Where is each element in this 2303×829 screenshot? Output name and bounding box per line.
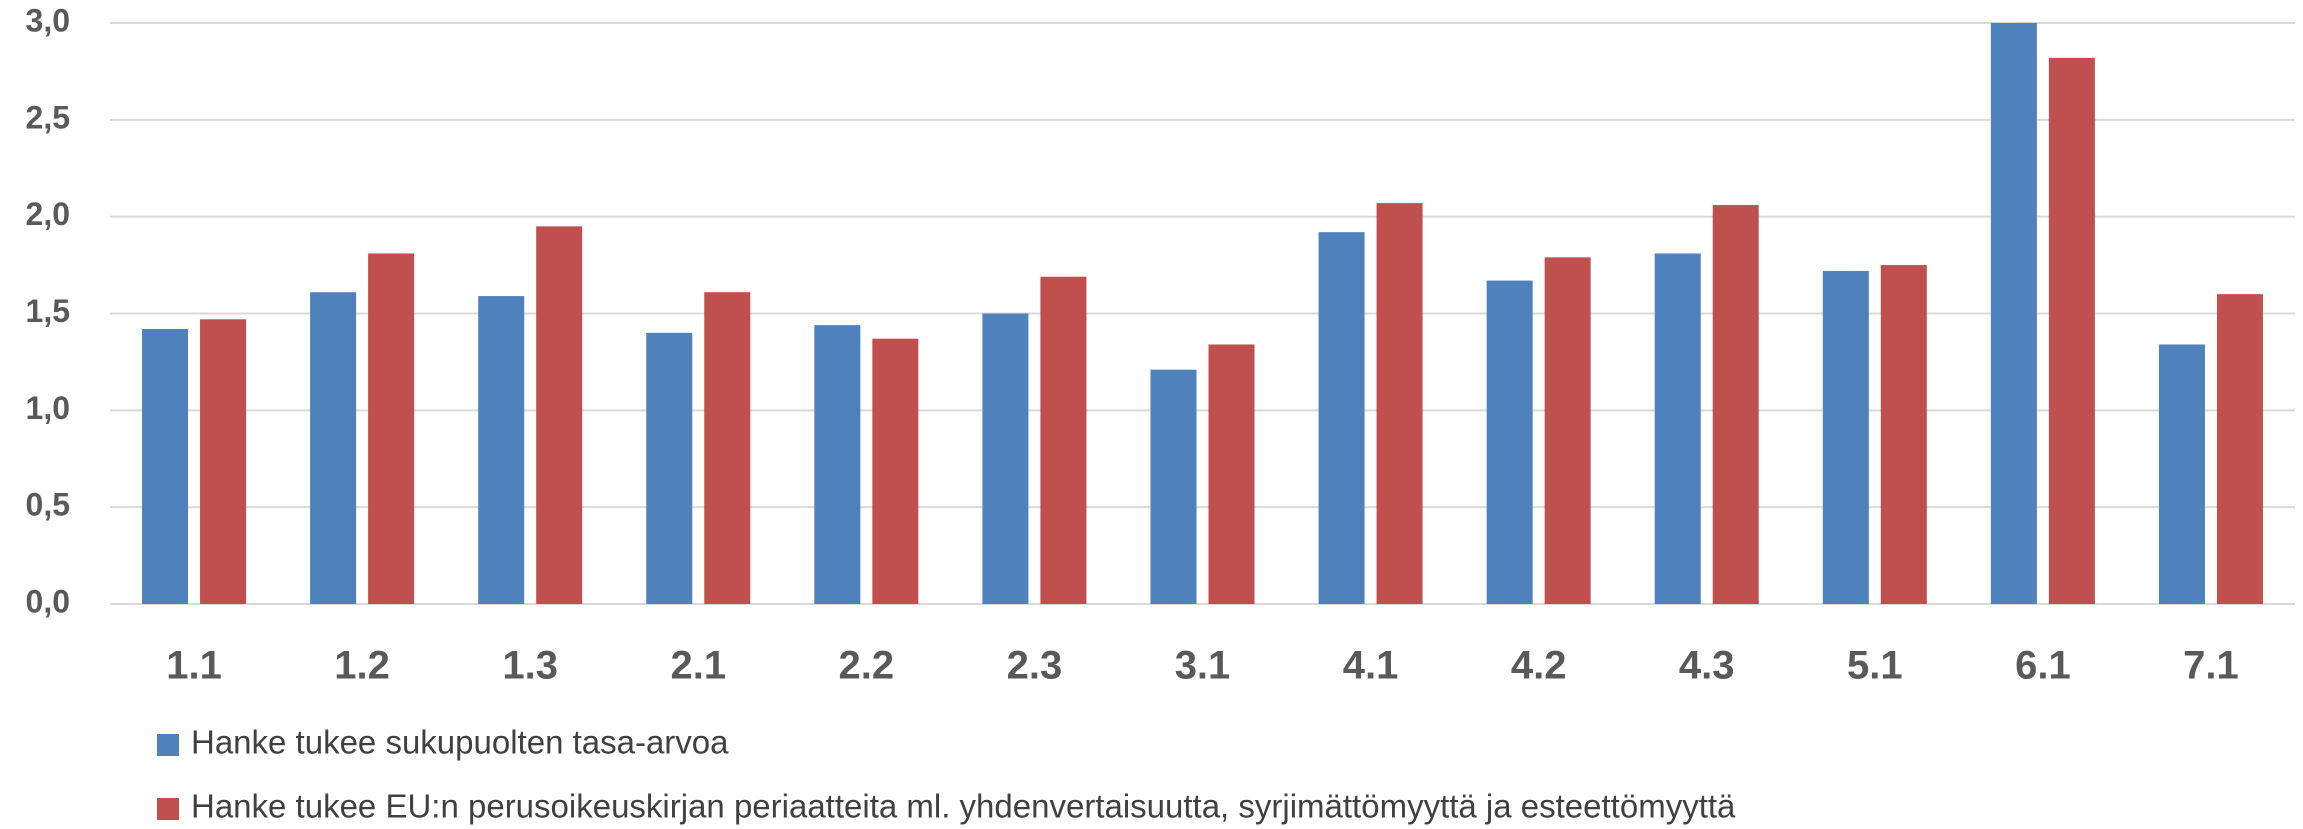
x-tick-label: 4.3: [1679, 644, 1735, 688]
bar: [2158, 344, 2205, 604]
bar: [1822, 270, 1869, 604]
bar: [200, 319, 247, 604]
x-tick-label: 3.1: [1175, 644, 1231, 688]
bar: [1544, 257, 1591, 604]
legend-swatch: [157, 734, 179, 756]
bar: [1318, 232, 1365, 604]
x-tick-label: 1.3: [502, 644, 558, 688]
bar: [1040, 276, 1087, 604]
bar: [536, 226, 583, 604]
x-tick-label: 5.1: [1847, 644, 1903, 688]
bar: [646, 332, 693, 604]
y-tick-label: 2,0: [26, 196, 70, 232]
bar: [1486, 280, 1533, 604]
y-tick-label: 0,5: [26, 487, 70, 523]
bar: [1712, 205, 1759, 604]
bar: [2048, 57, 2095, 605]
x-tick-label: 2.3: [1007, 644, 1063, 688]
bar: [1654, 253, 1701, 605]
bar: [814, 325, 861, 604]
bar: [368, 253, 415, 605]
x-tick-label: 6.1: [2015, 644, 2071, 688]
legend-label: Hanke tukee sukupuolten tasa-arvoa: [191, 724, 729, 761]
x-tick-label: 4.2: [1511, 644, 1567, 688]
bar: [1376, 203, 1423, 605]
y-tick-label: 1,5: [26, 293, 70, 329]
x-tick-label: 7.1: [2183, 644, 2239, 688]
bar: [1990, 23, 2037, 604]
bar: [2216, 294, 2263, 604]
bar: [142, 328, 189, 604]
y-tick-label: 2,5: [26, 99, 70, 135]
y-tick-label: 0,0: [26, 583, 70, 619]
x-tick-label: 2.2: [839, 644, 895, 688]
bar: [1208, 344, 1255, 604]
bar: [872, 338, 919, 604]
y-tick-label: 3,0: [26, 2, 70, 38]
x-tick-label: 1.1: [166, 644, 222, 688]
legend-label: Hanke tukee EU:n perusoikeuskirjan peria…: [191, 788, 1736, 825]
bar: [1880, 265, 1927, 604]
legend-swatch: [157, 798, 179, 820]
bar: [310, 292, 357, 604]
x-tick-label: 4.1: [1343, 644, 1399, 688]
x-tick-label: 2.1: [670, 644, 726, 688]
bar: [982, 313, 1029, 604]
bar: [1150, 369, 1197, 604]
bar: [478, 296, 525, 604]
x-tick-label: 1.2: [334, 644, 390, 688]
y-tick-label: 1,0: [26, 390, 70, 426]
bar: [704, 292, 751, 604]
